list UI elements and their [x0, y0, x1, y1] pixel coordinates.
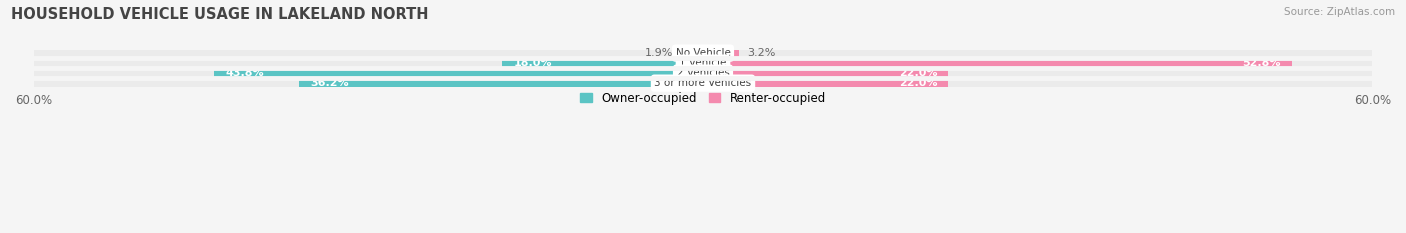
Bar — [299, 79, 703, 87]
Text: 1.9%: 1.9% — [644, 48, 673, 58]
Text: 3.2%: 3.2% — [748, 48, 776, 58]
Text: No Vehicle: No Vehicle — [675, 48, 731, 58]
Legend: Owner-occupied, Renter-occupied: Owner-occupied, Renter-occupied — [575, 87, 831, 110]
Bar — [682, 50, 703, 57]
Bar — [34, 69, 1372, 77]
Text: 18.0%: 18.0% — [513, 58, 551, 68]
Bar — [34, 50, 1372, 57]
Bar — [703, 79, 949, 87]
Text: 36.2%: 36.2% — [311, 78, 349, 88]
Text: Source: ZipAtlas.com: Source: ZipAtlas.com — [1284, 7, 1395, 17]
Text: 22.0%: 22.0% — [898, 78, 938, 88]
Text: 43.8%: 43.8% — [225, 68, 264, 78]
Bar — [703, 59, 1292, 67]
Text: 2 Vehicles: 2 Vehicles — [676, 68, 730, 78]
Text: 1 Vehicle: 1 Vehicle — [679, 58, 727, 68]
Bar — [34, 59, 1372, 67]
Bar — [502, 59, 703, 67]
Text: HOUSEHOLD VEHICLE USAGE IN LAKELAND NORTH: HOUSEHOLD VEHICLE USAGE IN LAKELAND NORT… — [11, 7, 429, 22]
Text: 3 or more Vehicles: 3 or more Vehicles — [654, 78, 752, 88]
Bar — [703, 69, 949, 77]
Bar — [214, 69, 703, 77]
Text: 52.8%: 52.8% — [1243, 58, 1281, 68]
Bar — [34, 79, 1372, 87]
Text: 22.0%: 22.0% — [898, 68, 938, 78]
Bar — [703, 50, 738, 57]
